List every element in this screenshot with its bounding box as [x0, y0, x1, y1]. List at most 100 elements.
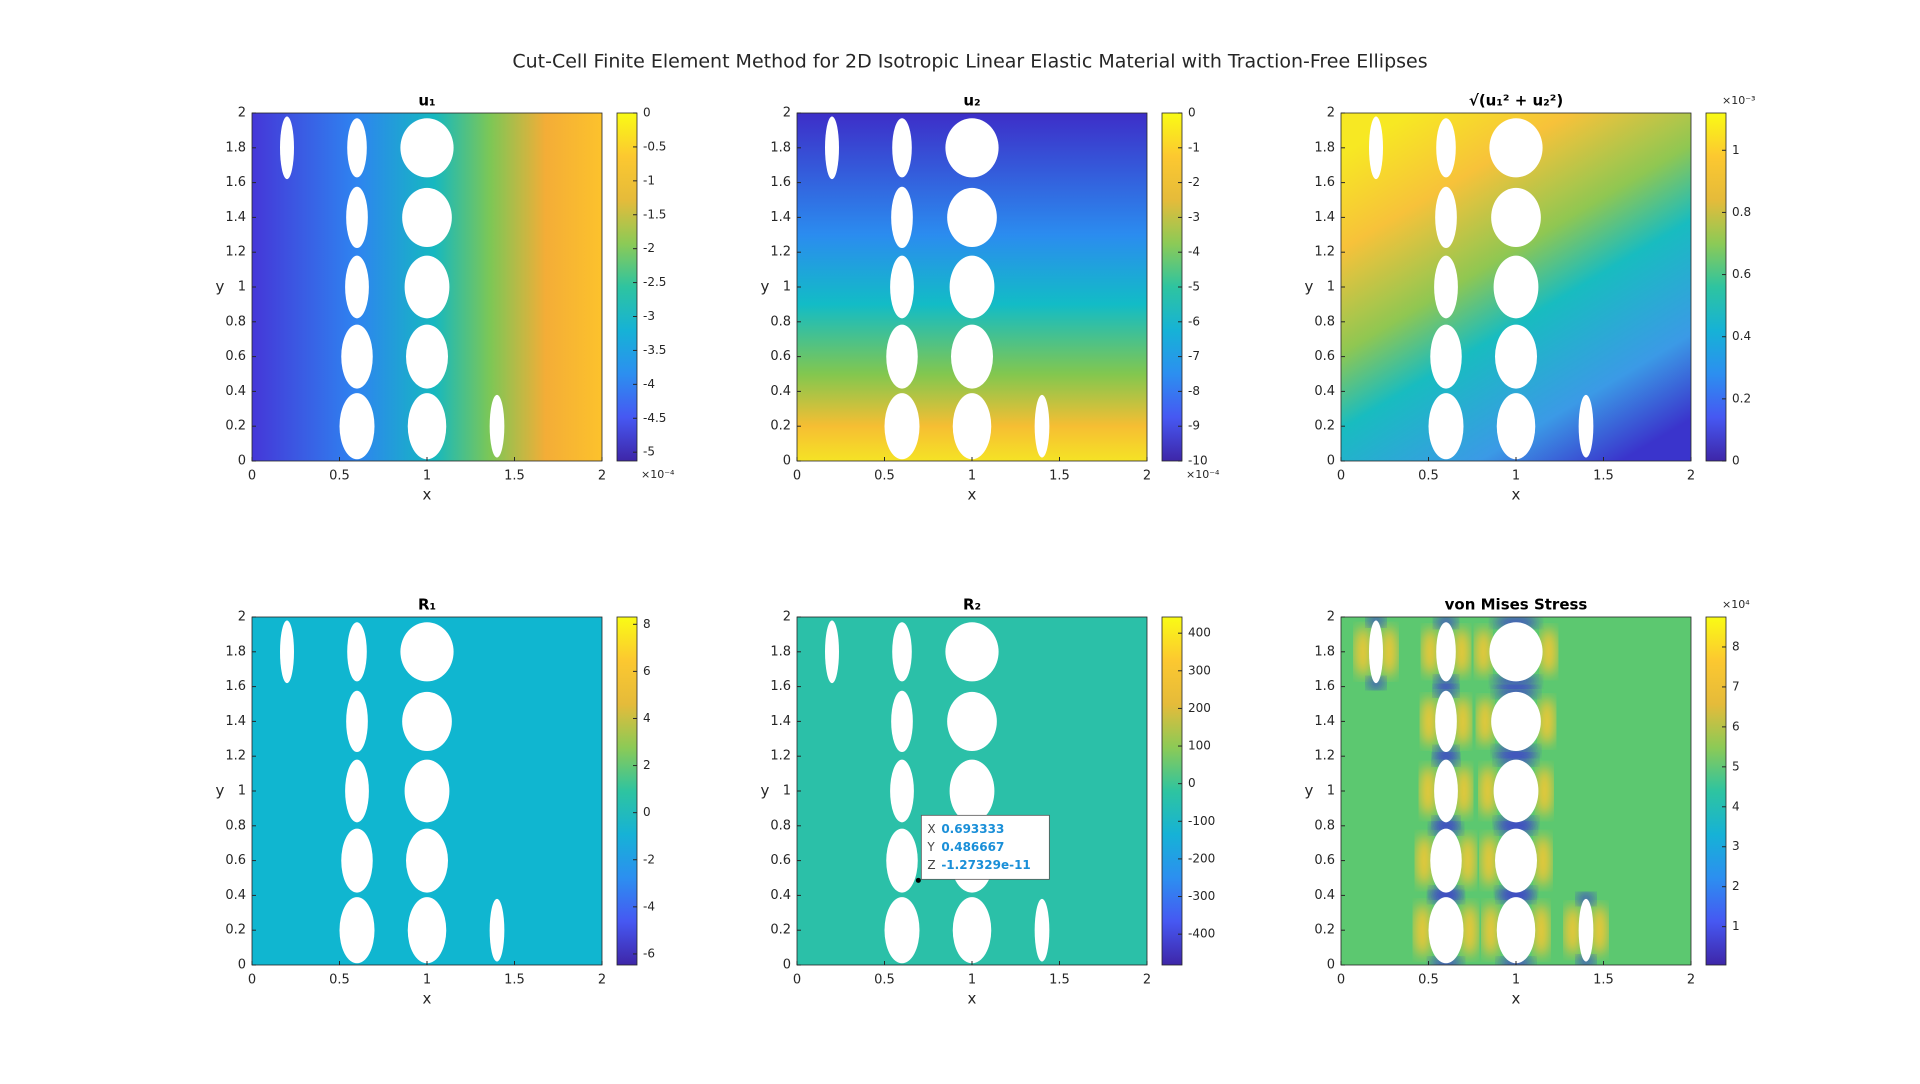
stress-high	[1459, 834, 1476, 887]
hole	[1369, 620, 1383, 684]
subplot: R₂ 0 0.5 1 1.5 2 0 0.2 0.4 0.6 0.8 1 1.2 1.4 1.6 1.8 2 x y…	[761, 596, 1216, 1008]
hole	[339, 393, 375, 460]
y-tick-label: 0.4	[770, 384, 791, 399]
hole	[1489, 118, 1543, 178]
hole	[1434, 255, 1458, 319]
y-tick-label: 0.4	[225, 888, 246, 903]
x-tick-label: 2	[598, 973, 606, 988]
y-axis-label: y	[216, 278, 225, 296]
datatip-value: -1.27329e-11	[941, 858, 1030, 872]
colorbar	[1705, 616, 1727, 966]
hole	[891, 690, 913, 753]
colorbar-tick-label: -6	[643, 946, 655, 960]
x-axis-label: x	[1512, 486, 1521, 504]
y-axis-label: y	[216, 782, 225, 800]
y-tick-label: 1.6	[770, 175, 791, 190]
y-tick-label: 1	[238, 280, 246, 295]
hole	[489, 394, 505, 458]
colorbar-tick-label: -200	[1188, 851, 1215, 865]
hole	[347, 118, 367, 178]
subplot-title: R₂	[963, 596, 981, 614]
y-axis-label: y	[1305, 278, 1314, 296]
x-tick-label: 1.5	[1593, 973, 1614, 988]
colorbar-tick-label: -3	[643, 309, 655, 323]
x-tick-label: 1.5	[1049, 469, 1070, 484]
y-tick-label: 0.2	[770, 419, 791, 434]
hole	[1430, 324, 1462, 389]
field	[1341, 617, 1691, 965]
colorbar-tick-label: 0	[643, 106, 651, 120]
subplot-title: von Mises Stress	[1445, 596, 1588, 614]
hole	[884, 897, 920, 964]
field	[1341, 113, 1691, 461]
hole	[947, 691, 997, 751]
stress-high	[1461, 903, 1478, 957]
x-tick-label: 1	[423, 973, 431, 988]
hole	[1436, 622, 1456, 682]
hole	[1496, 897, 1536, 964]
stress-high	[1591, 905, 1608, 956]
field	[797, 113, 1147, 461]
y-tick-label: 1.8	[225, 644, 246, 659]
hole	[407, 897, 447, 964]
y-tick-label: 1	[238, 784, 246, 799]
stress-high	[1477, 697, 1494, 746]
x-axis-label: x	[423, 990, 432, 1008]
x-tick-label: 1.5	[504, 973, 525, 988]
colorbar-tick-label: -3	[1188, 210, 1200, 224]
hole	[406, 324, 448, 389]
x-tick-label: 0	[1337, 469, 1345, 484]
hole	[825, 620, 839, 684]
stress-high	[1533, 903, 1550, 957]
stress-high	[1482, 903, 1499, 957]
colorbar-tick-label: -300	[1188, 889, 1215, 903]
hole	[1495, 324, 1537, 389]
stress-low	[1434, 684, 1458, 697]
hole	[1435, 186, 1457, 249]
hole	[402, 691, 452, 751]
y-tick-label: 1.8	[770, 140, 791, 155]
x-tick-label: 1.5	[1049, 973, 1070, 988]
y-tick-label: 1.2	[1314, 245, 1335, 260]
colorbar-tick-label: -2.5	[643, 275, 666, 289]
y-tick-label: 1.2	[770, 749, 791, 764]
datatip-label: Z	[927, 858, 935, 872]
y-axis-label: y	[761, 278, 770, 296]
hole	[345, 759, 369, 823]
colorbar-tick-label: 6	[1732, 719, 1740, 733]
hole	[339, 897, 375, 964]
hole	[1435, 690, 1457, 753]
colorbar-tick-label: -400	[1188, 927, 1215, 941]
field	[797, 617, 1147, 965]
y-tick-label: 1.8	[225, 140, 246, 155]
hole	[489, 898, 505, 962]
hole	[1369, 116, 1383, 180]
y-tick-label: 2	[783, 610, 791, 625]
x-tick-label: 1	[423, 469, 431, 484]
colorbar-tick-label: 100	[1188, 739, 1211, 753]
colorbar	[1161, 616, 1183, 966]
hole	[346, 690, 368, 753]
stress-high	[1420, 765, 1437, 817]
datatip-label: X	[927, 822, 935, 836]
colorbar-tick-label: 2	[643, 758, 651, 772]
x-tick-label: 0.5	[874, 469, 895, 484]
x-tick-label: 0.5	[329, 973, 350, 988]
subplot: R₁ 0 0.5 1 1.5 2 0 0.2 0.4 0.6 0.8 1 1.2 1.4 1.6 1.8 2 x y…	[216, 596, 655, 1008]
x-tick-label: 0.5	[1418, 469, 1439, 484]
colorbar-tick-label: 4	[643, 711, 651, 725]
y-tick-label: 1.4	[770, 210, 791, 225]
subplot-title: R₁	[418, 596, 436, 614]
colorbar-tick-label: 8	[643, 617, 651, 631]
y-tick-label: 1	[783, 784, 791, 799]
colorbar-tick-label: -2	[643, 852, 655, 866]
y-tick-label: 1	[783, 280, 791, 295]
y-tick-label: 1.6	[770, 679, 791, 694]
y-tick-label: 1	[1327, 280, 1335, 295]
x-tick-label: 2	[1687, 973, 1695, 988]
y-tick-label: 0	[783, 454, 791, 469]
datatip-marker	[915, 877, 921, 883]
hole	[1434, 759, 1458, 823]
colorbar-tick-label: -4.5	[643, 411, 666, 425]
hole	[886, 828, 918, 893]
